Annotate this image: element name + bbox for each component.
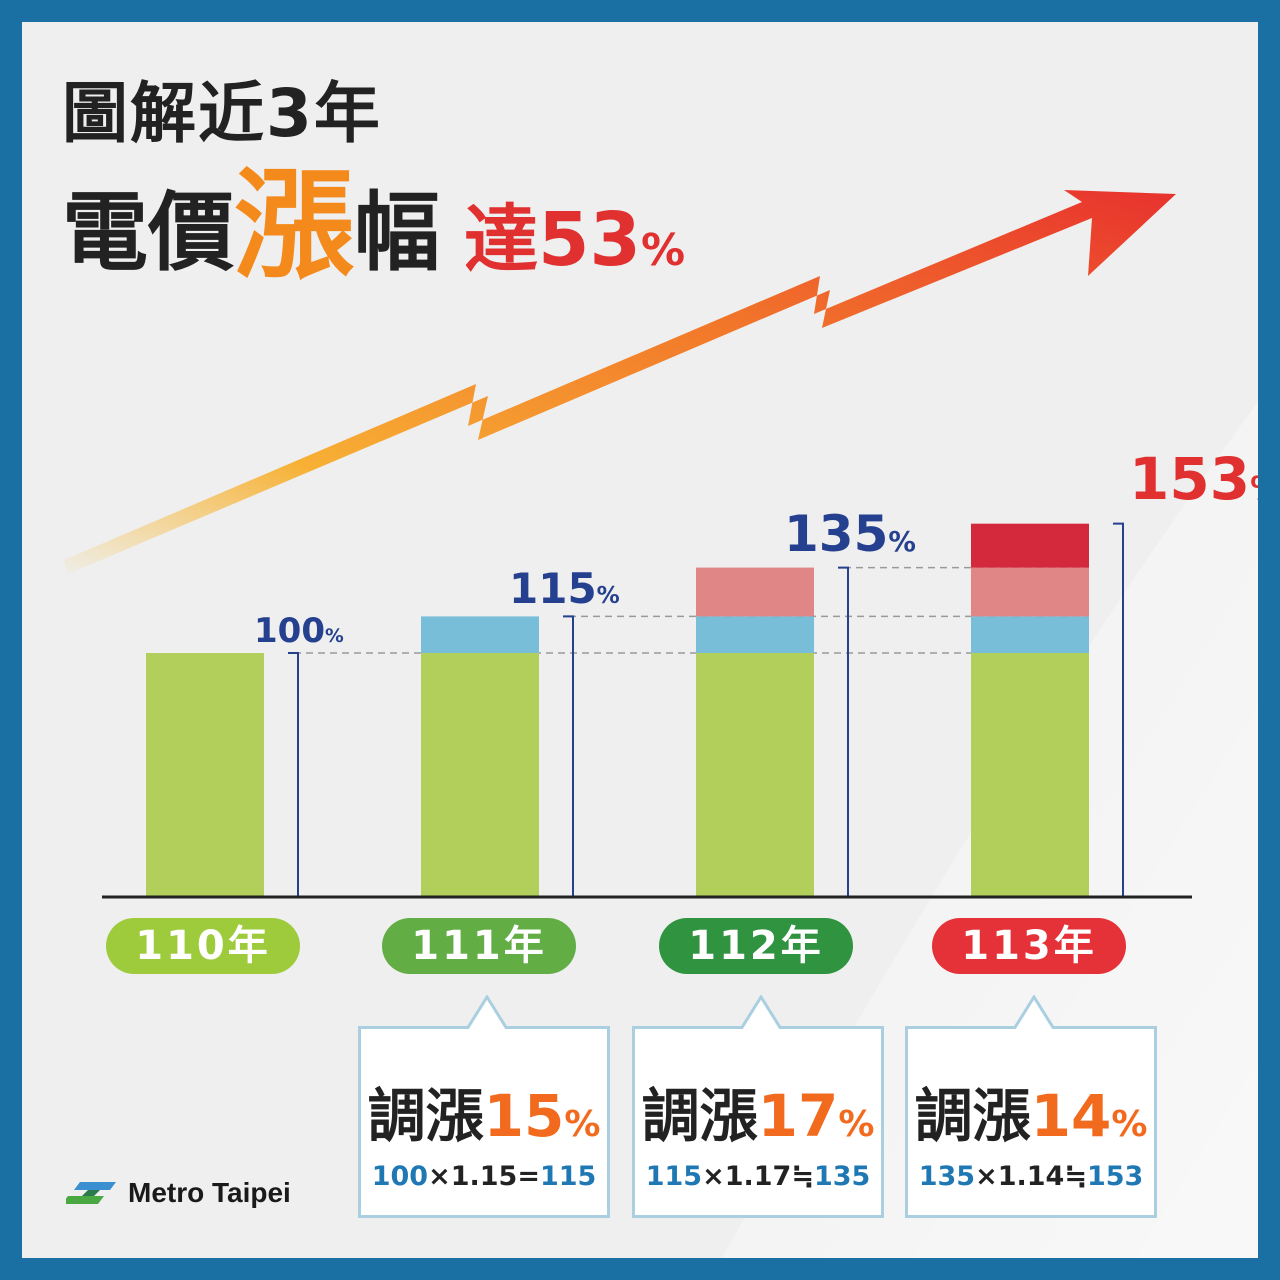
bar-2-segment-1 [696,616,814,653]
year-pill-110年: 110年 [106,918,300,974]
callout-pointer [741,995,781,1029]
rate-headline: 調漲15% [367,1082,601,1150]
bar-3-segment-0 [971,653,1089,897]
bar-0-segment-0 [146,653,264,897]
bracket-1 [563,615,574,897]
callout-pointer [467,995,507,1029]
rate-headline: 調漲14% [914,1082,1148,1150]
headline-line2: 電價漲幅 達53% [62,162,685,287]
bars [146,523,1089,897]
metro-taipei-logo-icon [66,1182,116,1204]
rate-headline: 調漲17% [641,1082,875,1150]
growth-arrow-icon [64,190,1176,574]
bar-3-segment-1 [971,616,1089,653]
rate-formula: 115×1.17≒135 [645,1161,871,1192]
value-label-111年: 115% [509,563,620,613]
bar-2-segment-0 [696,653,814,897]
logo-text: Metro Taipei [128,1177,291,1208]
bar-1-segment-0 [421,653,539,897]
bar-3-segment-3 [971,523,1089,568]
year-pill-113年: 113年 [932,918,1126,974]
value-label-113年: 153% [1129,445,1258,514]
bar-3-segment-2 [971,567,1089,617]
bar-1-segment-1 [421,616,539,653]
headline-reach-pct: % [640,225,686,276]
headline-reach: 達53% [464,197,685,283]
brackets [288,522,1124,897]
headline-line1: 圖解近3年 [62,75,382,152]
rate-formula: 100×1.15=115 [371,1161,597,1192]
headline-amplitude: 幅 [354,183,440,283]
headline-rise-char: 漲 [234,157,354,296]
rate-box-0: 調漲15% 100×1.15=115 [358,995,610,1218]
bracket-0 [288,652,299,897]
value-label-110年: 100% [254,610,344,651]
bracket-2 [838,566,849,897]
callout-pointer [1014,995,1054,1029]
year-pill-112年: 112年 [659,918,853,974]
rate-box-1: 調漲17% 115×1.17≒135 [632,995,884,1218]
guide-lines [294,566,1089,654]
headline-electricity-price: 電價 [62,183,234,283]
year-pill-111年: 111年 [382,918,576,974]
rate-box-2: 調漲14% 135×1.14≒153 [905,995,1157,1218]
value-label-112年: 135% [784,505,916,564]
bar-2-segment-2 [696,567,814,617]
rate-formula: 135×1.14≒153 [918,1161,1144,1192]
metro-taipei-logo: Metro Taipei [66,1177,291,1209]
bracket-3 [1113,522,1124,897]
headline-reach-value: 達53 [464,197,641,283]
